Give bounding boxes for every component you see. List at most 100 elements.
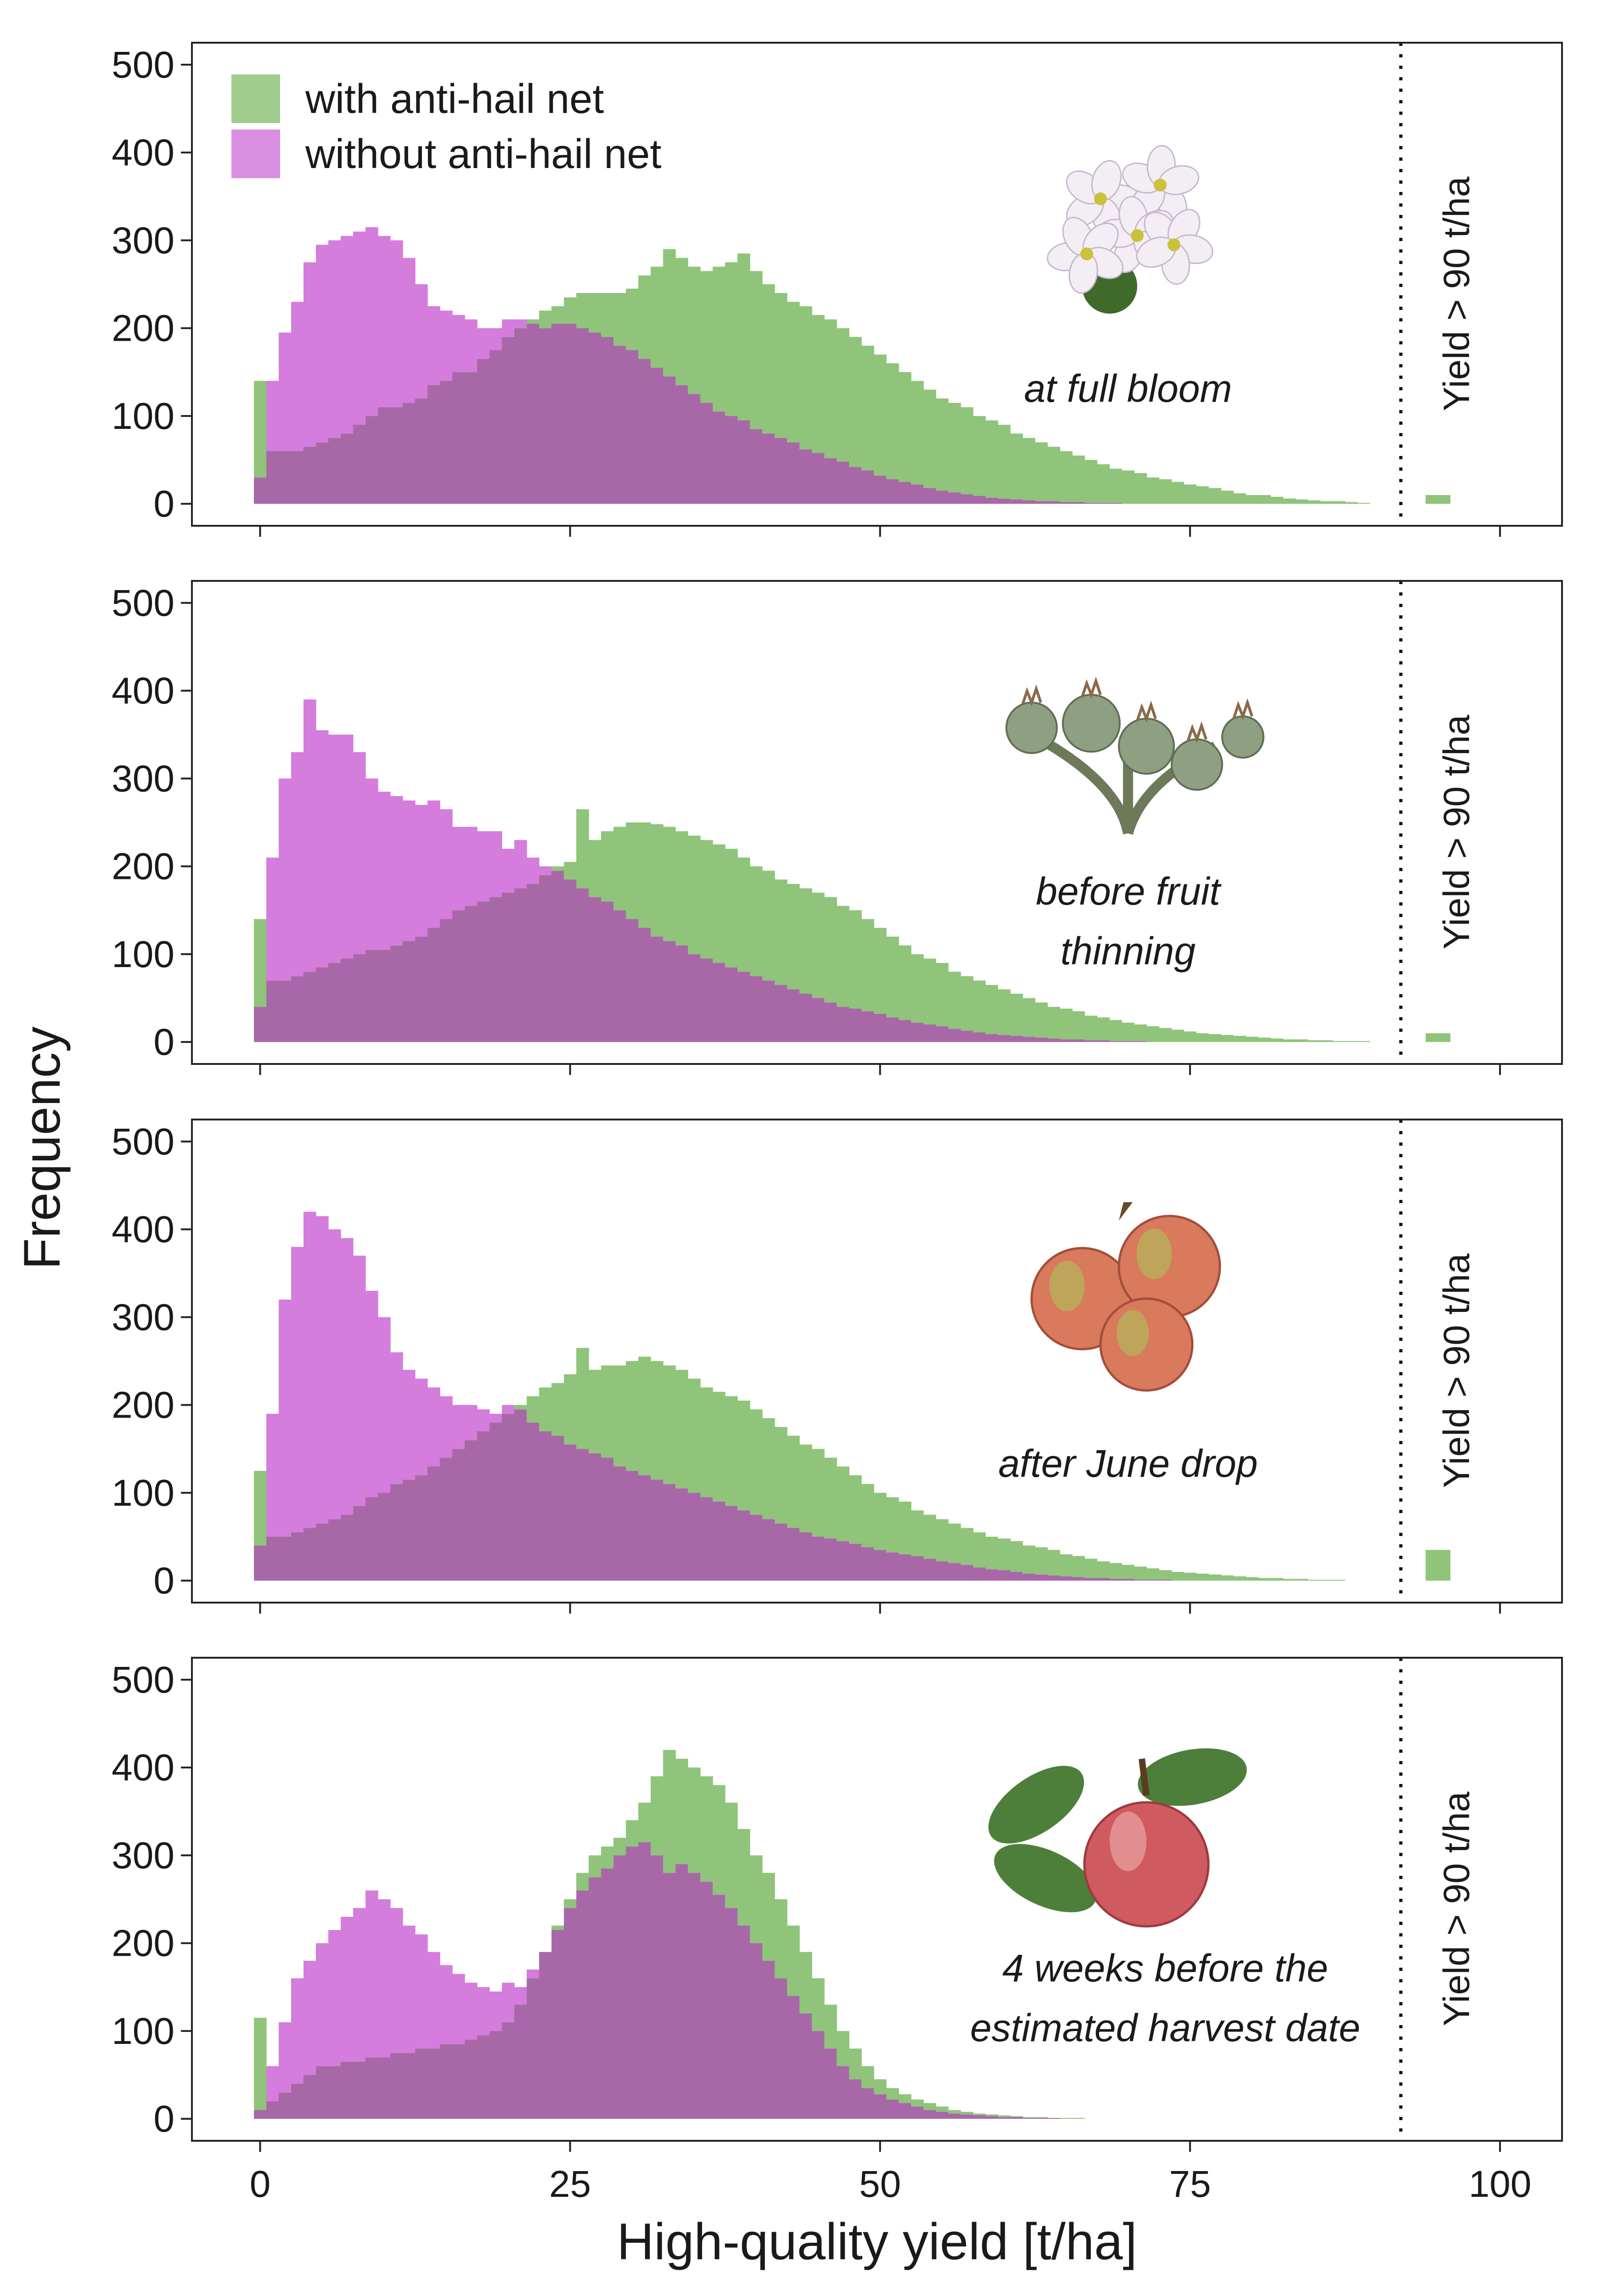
bar-without-net [378, 1899, 391, 2058]
bar-overlap [923, 2110, 936, 2119]
bar-overlap [303, 972, 316, 1042]
bar-without-net [415, 1379, 428, 1475]
bar-without-net [316, 1943, 329, 2066]
bar-with-net [775, 879, 787, 985]
bar-without-net [303, 1960, 316, 2075]
bar-overlap [626, 350, 639, 504]
bar-with-net [1159, 479, 1172, 504]
fruitlet-calyx [1021, 684, 1042, 707]
bar-with-net [663, 1365, 676, 1484]
bar-overlap [675, 1864, 688, 2119]
bar-overlap [626, 1471, 639, 1581]
bar-with-net [254, 2018, 267, 2110]
bar-with-net [254, 381, 267, 478]
bar-with-net [1233, 1035, 1246, 1042]
fruitlet-cluster-icon [1005, 676, 1264, 835]
bar-overlap [911, 484, 924, 504]
bar-overlap [254, 1545, 267, 1581]
bar-with-net [1270, 1578, 1283, 1581]
bar-overlap [440, 381, 453, 504]
bar-with-net [1221, 1575, 1234, 1581]
bar-overlap [328, 1519, 341, 1581]
apple-leaf [1138, 1748, 1247, 1806]
bar-without-net [489, 1991, 502, 2031]
bar-without-net [452, 1974, 465, 2044]
bar-with-net [961, 407, 973, 495]
legend-swatch [231, 74, 280, 123]
bar-without-net [279, 332, 292, 451]
bar-overlap [279, 2092, 292, 2119]
apple-highlight [1136, 1228, 1172, 1279]
panel-annotation: thinning [1061, 929, 1196, 973]
bar-overlap [1109, 503, 1122, 504]
bar-without-net [328, 734, 341, 963]
bar-with-net [1246, 1036, 1259, 1042]
bar-with-net [576, 809, 589, 889]
bar-with-net [1035, 1002, 1048, 1038]
bar-overlap [626, 1846, 639, 2119]
blossom-center [1130, 229, 1144, 242]
bar-overlap [613, 910, 626, 1042]
bar-overlap [762, 1519, 775, 1581]
bar-without-net [390, 796, 403, 945]
bar-overlap [961, 1564, 973, 1581]
bar-overlap [1084, 1578, 1097, 1581]
bar-overlap [762, 433, 775, 504]
bar-overlap [589, 1453, 601, 1581]
bar-overlap [799, 2013, 812, 2119]
bar-with-net [1246, 1577, 1259, 1581]
blossom-center [1153, 179, 1167, 191]
bar-overlap [465, 1440, 478, 1581]
bar-overlap [1122, 1041, 1135, 1042]
x-tick-label: 50 [859, 2163, 901, 2205]
bar-with-net [861, 345, 874, 471]
bar-without-net [452, 315, 465, 372]
bar-overlap [291, 451, 304, 504]
bar-with-net [812, 1449, 825, 1537]
bar-overlap [477, 901, 490, 1042]
bar-with-net [762, 871, 775, 981]
ripe-apple-icon [988, 1748, 1247, 1928]
y-tick-label: 500 [112, 44, 174, 86]
bar-overlap [1010, 499, 1023, 504]
bar-with-net [750, 1409, 763, 1515]
y-tick-label: 200 [112, 1923, 174, 1964]
panel-1: Yield > 90 t/ha 0 100 200 300 400 500 at full b… [112, 42, 1563, 537]
bar-overlap [489, 897, 502, 1042]
bar-with-net [812, 1978, 825, 2031]
x-tick-label: 0 [250, 2163, 271, 2205]
bar-overlap [589, 897, 601, 1042]
bar-with-net [1171, 482, 1184, 504]
bar-overlap [799, 1532, 812, 1581]
bar-overlap [551, 324, 564, 504]
y-tick-label: 200 [112, 1384, 174, 1426]
bar-overlap [613, 1466, 626, 1581]
bar-with-net [923, 389, 936, 488]
bar-overlap [514, 2004, 527, 2119]
bar-overlap [502, 893, 515, 1042]
bar-with-net [1035, 1547, 1048, 1575]
bar-with-net [948, 2110, 961, 2114]
bar-with-net [874, 1492, 887, 1550]
bar-overlap [638, 1475, 651, 1581]
bar-with-net [663, 827, 676, 941]
bar-with-net [725, 849, 738, 968]
bar-overlap [812, 998, 825, 1042]
bar-overlap [291, 976, 304, 1042]
bar-overlap [911, 1556, 924, 1581]
y-tick-label: 200 [112, 308, 174, 349]
bar-with-net [936, 398, 949, 491]
bar-overlap [725, 1908, 738, 2119]
bar-overlap [911, 2106, 924, 2119]
bar-overlap [527, 324, 539, 504]
blossom-center [1094, 192, 1107, 205]
bar-overlap [502, 1413, 515, 1581]
histogram-bars [254, 1750, 1085, 2119]
bar-with-net [1023, 2117, 1035, 2118]
bar-overlap [1072, 1577, 1085, 1581]
bar-with-net [1221, 1035, 1234, 1042]
bar-without-net [279, 2022, 292, 2093]
histogram-bars [254, 227, 1371, 504]
bar-with-net [961, 2111, 973, 2115]
cutoff-label: Yield > 90 t/ha [1436, 1253, 1477, 1488]
